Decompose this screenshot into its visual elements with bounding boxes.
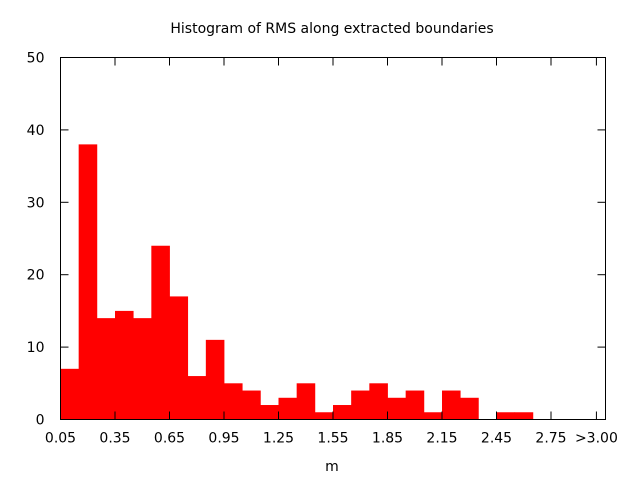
histogram-bar: [115, 310, 134, 420]
histogram-bar: [60, 368, 80, 420]
x-tick-label: 0.35: [99, 431, 130, 447]
x-axis-label: m: [325, 459, 339, 475]
y-tick-label: 30: [27, 195, 45, 211]
histogram-bar: [369, 383, 388, 420]
histogram-bar: [351, 390, 370, 420]
histogram-bar: [151, 245, 170, 420]
histogram-bar: [224, 383, 243, 420]
histogram-bar: [205, 339, 225, 420]
x-tick-label: 2.15: [426, 431, 457, 447]
x-axis: 0.05 0.35 0.65 0.95 1.25 1.55 1.85 2.15 2.45 2.75…: [45, 57, 618, 447]
x-tick-label: 0.05: [45, 431, 76, 447]
histogram-bar: [496, 412, 516, 420]
y-tick-label: 10: [27, 340, 45, 356]
histogram-bar: [78, 144, 98, 420]
histogram-bar: [96, 318, 116, 420]
histogram-bar: [169, 296, 189, 420]
histogram-bar: [133, 318, 152, 420]
x-tick-label: 2.45: [481, 431, 512, 447]
x-tick-label: 0.65: [154, 431, 185, 447]
y-tick-label: 50: [27, 51, 45, 67]
x-tick-label: 1.85: [372, 431, 403, 447]
x-tick-label: >3.00: [575, 431, 618, 447]
histogram-bar: [423, 412, 443, 420]
histogram-bar: [514, 412, 534, 420]
y-tick-label: 20: [27, 268, 45, 284]
x-tick-label: 0.95: [208, 431, 239, 447]
y-tick-label: 0: [36, 413, 45, 429]
chart-title: Histogram of RMS along extracted boundar…: [170, 21, 493, 37]
plot-frame: [60, 57, 606, 420]
histogram-bar: [187, 376, 207, 420]
histogram-bar: [442, 390, 461, 420]
x-tick-label: 1.25: [263, 431, 294, 447]
histogram-bar: [242, 390, 261, 420]
histogram-bar: [260, 405, 279, 420]
histogram-bar: [387, 397, 407, 420]
histogram-bar: [405, 390, 425, 420]
histogram-bar: [460, 397, 479, 420]
bars-group: [60, 144, 534, 420]
histogram-bar: [296, 383, 316, 420]
histogram-bar: [314, 412, 334, 420]
x-tick-label: 1.55: [317, 431, 348, 447]
y-axis: 0 10 20 30 40 50: [27, 51, 606, 429]
x-tick-label: 2.75: [535, 431, 566, 447]
histogram-bar: [333, 405, 352, 420]
histogram-bar: [278, 397, 298, 420]
y-tick-label: 40: [27, 123, 45, 139]
